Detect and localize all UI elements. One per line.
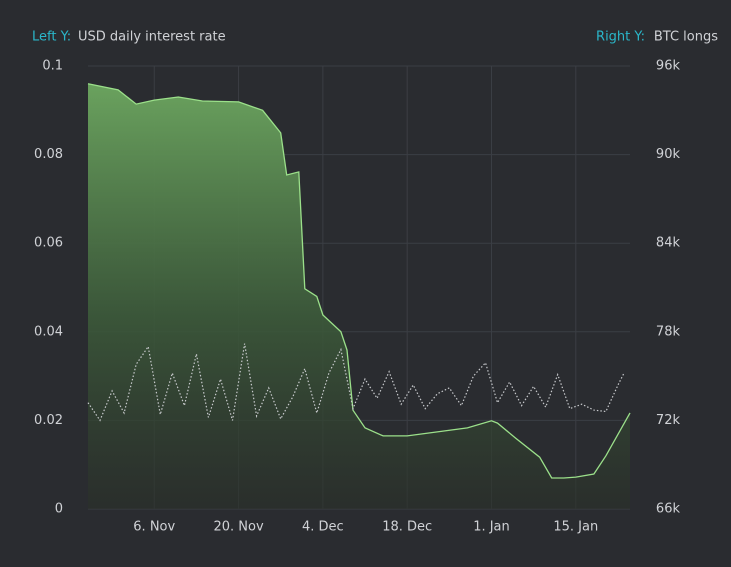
left-axis-title: USD daily interest rate xyxy=(78,30,226,45)
axis-titles: Left Y: USD daily interest rate Right Y:… xyxy=(32,30,718,45)
y2-tick-label: 66k xyxy=(656,502,681,517)
y-tick-label: 0.02 xyxy=(34,413,63,428)
y-tick-label: 0.08 xyxy=(34,147,63,162)
y2-tick-label: 72k xyxy=(656,413,681,428)
y-tick-label: 0.04 xyxy=(34,324,63,339)
x-tick-label: 6. Nov xyxy=(133,520,175,535)
y2-tick-label: 78k xyxy=(656,324,681,339)
y-tick-label: 0 xyxy=(55,502,63,517)
x-tick-label: 15. Jan xyxy=(553,520,598,535)
y2-tick-label: 90k xyxy=(656,147,681,162)
y2-tick-label: 84k xyxy=(656,236,681,251)
line xyxy=(87,83,631,479)
x-tick-label: 1. Jan xyxy=(473,520,510,535)
right-axis-key: Right Y: xyxy=(596,30,645,45)
y2-tick-label: 96k xyxy=(656,59,681,74)
x-tick-label: 4. Dec xyxy=(302,520,344,535)
y-tick-label: 0.1 xyxy=(42,59,63,74)
x-tick-label: 18. Dec xyxy=(382,520,432,535)
area xyxy=(88,83,630,509)
x-tick-label: 20. Nov xyxy=(213,520,263,535)
line xyxy=(87,343,625,422)
right-axis-title: BTC longs xyxy=(654,30,718,45)
y-tick-label: 0.06 xyxy=(34,236,63,251)
left-axis-key: Left Y: xyxy=(32,30,71,45)
